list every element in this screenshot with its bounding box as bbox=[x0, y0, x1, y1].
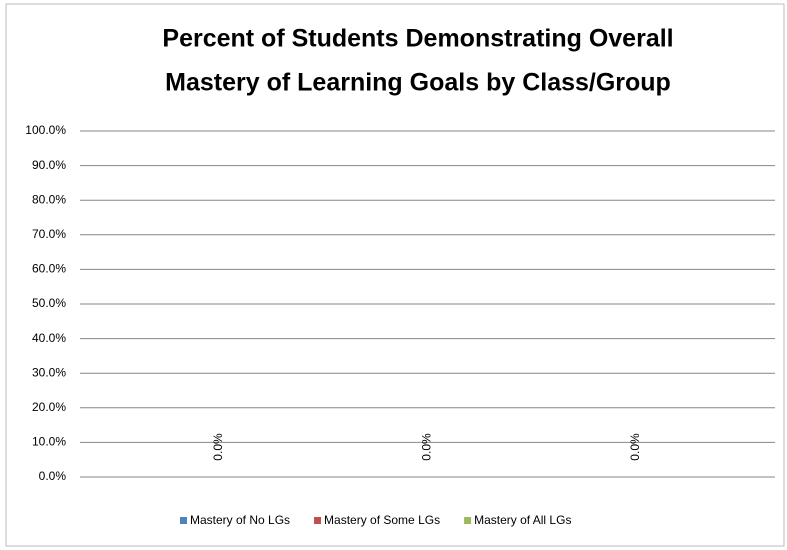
legend-swatch bbox=[464, 517, 472, 524]
y-tick-label: 30.0% bbox=[32, 365, 66, 379]
chart-frame bbox=[5, 3, 785, 547]
legend-label: Mastery of No LGs bbox=[190, 513, 290, 527]
data-label: 0.0% bbox=[628, 433, 642, 461]
y-tick-label: 90.0% bbox=[32, 158, 66, 172]
y-tick-label: 80.0% bbox=[32, 192, 66, 206]
chart-title: Mastery of Learning Goals by Class/Group bbox=[165, 69, 671, 97]
legend-label: Mastery of All LGs bbox=[474, 513, 571, 527]
data-label: 0.0% bbox=[420, 433, 434, 461]
legend-swatch bbox=[314, 517, 322, 524]
y-tick-label: 100.0% bbox=[25, 123, 66, 137]
y-tick-label: 10.0% bbox=[32, 435, 66, 449]
legend-swatch bbox=[180, 517, 187, 524]
y-tick-label: 0.0% bbox=[39, 469, 67, 483]
y-tick-label: 50.0% bbox=[32, 296, 66, 310]
y-tick-label: 60.0% bbox=[32, 262, 66, 276]
chart-title: Percent of Students Demonstrating Overal… bbox=[162, 25, 673, 53]
legend-label: Mastery of Some LGs bbox=[324, 513, 440, 527]
y-tick-label: 70.0% bbox=[32, 227, 66, 241]
data-label: 0.0% bbox=[211, 433, 225, 461]
y-tick-label: 20.0% bbox=[32, 400, 66, 414]
y-tick-label: 40.0% bbox=[32, 331, 66, 345]
